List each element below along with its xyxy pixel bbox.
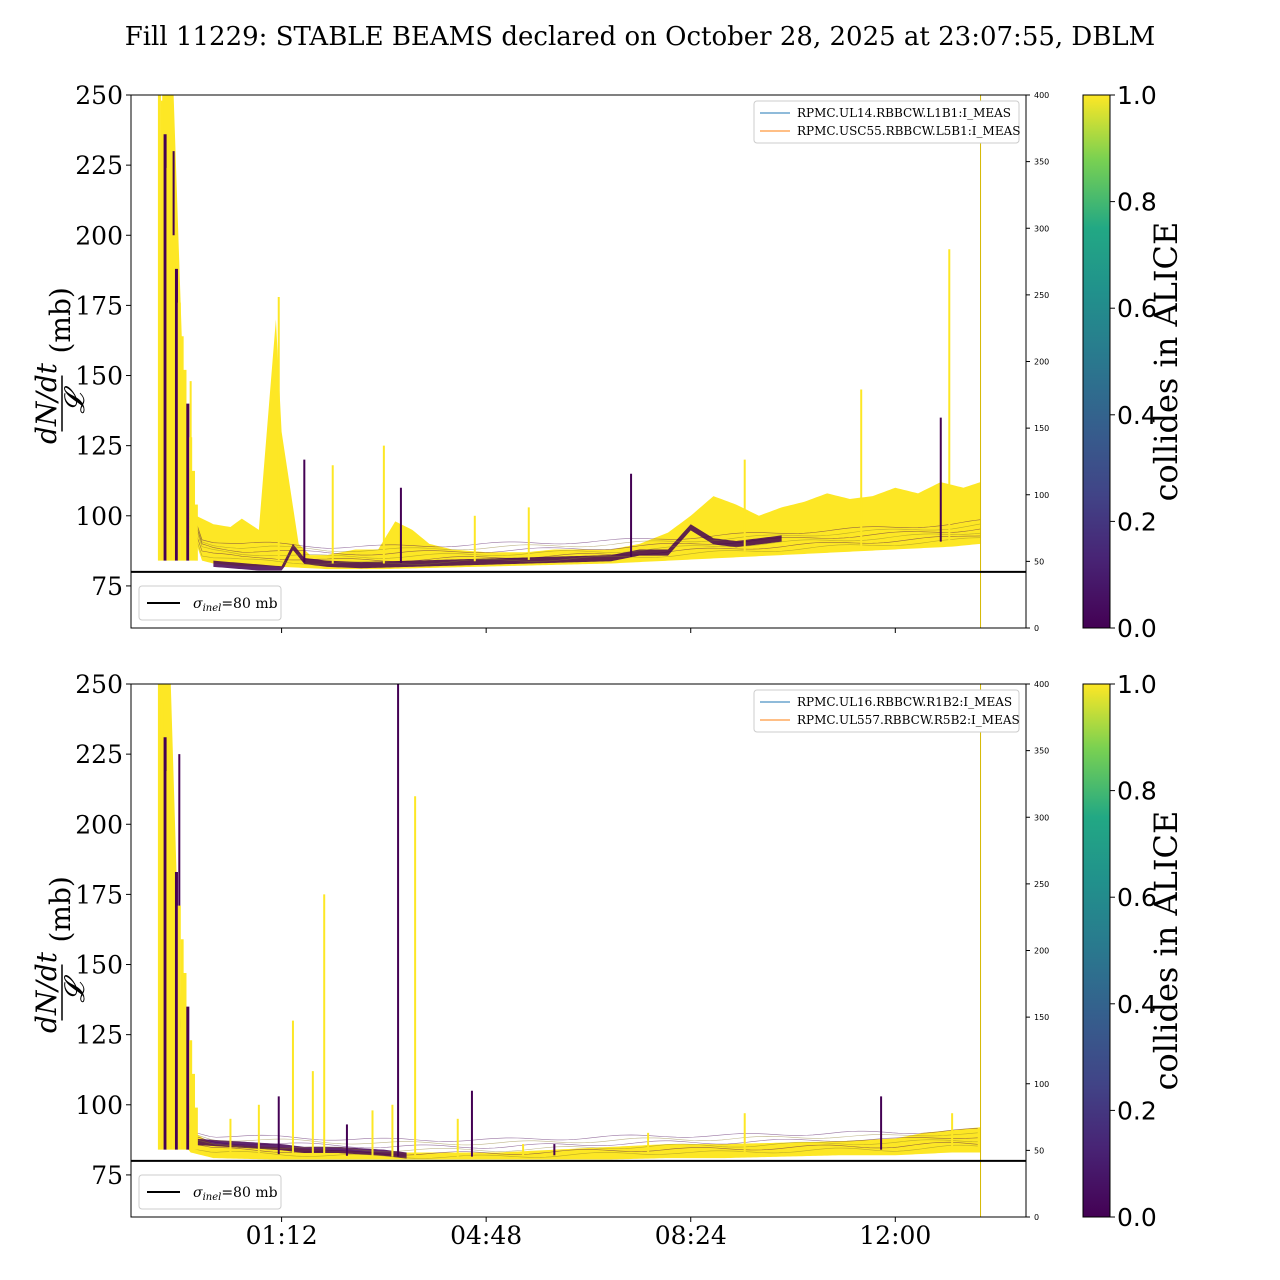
- series-trace: [184, 513, 981, 549]
- colorbar-tick-label: 0.8: [1117, 777, 1157, 806]
- legend-entry: RPMC.UL14.RBBCW.L1B1:I_MEAS: [797, 106, 1011, 120]
- y-tick-label: 75: [91, 1161, 123, 1190]
- colorbar-tick-label: 0.2: [1117, 507, 1157, 536]
- colorbar-label: collides in ALICE: [1147, 222, 1185, 502]
- series-trace: [184, 515, 981, 552]
- series-trace: [184, 526, 981, 562]
- colorbar-tick-label: 0.2: [1117, 1096, 1157, 1125]
- series-band: [162, 95, 981, 570]
- y-tick-label: 100: [75, 502, 123, 531]
- y-tick-label: 125: [75, 1021, 123, 1050]
- y-label-unit: (mb): [44, 876, 77, 942]
- y-tick-label: 75: [91, 572, 123, 601]
- series-trace: [181, 1128, 978, 1152]
- legend-sigma-box: [138, 585, 282, 621]
- series-trace: [181, 1133, 978, 1156]
- y2-tick-label: 0: [1034, 624, 1039, 633]
- x-tick-label: 08:24: [655, 1221, 727, 1250]
- y2-tick-label: 250: [1034, 291, 1049, 300]
- y2-tick-label: 300: [1034, 224, 1049, 233]
- y2-tick-label: 300: [1034, 813, 1049, 822]
- y2-tick-label: 200: [1034, 947, 1049, 956]
- y2-tick-label: 400: [1034, 91, 1049, 100]
- y-tick-label: 175: [75, 880, 123, 909]
- y2-tick-label: 350: [1034, 158, 1049, 167]
- y-tick-label: 100: [75, 1091, 123, 1120]
- series-trace: [184, 517, 981, 556]
- series-trace: [184, 531, 981, 565]
- chart-panel-2: 75 100 125 150 175 200 225 250 0 50 100 150 200 250 30…: [30, 670, 1185, 1250]
- y2-tick-label: 350: [1034, 747, 1049, 756]
- x-tick-label: 01:12: [246, 1221, 318, 1250]
- colorbar-tick-label: 0.6: [1117, 883, 1157, 912]
- legend-box: [753, 100, 1020, 144]
- y-tick-label: 200: [75, 810, 123, 839]
- series-trace: [181, 1119, 978, 1142]
- legend-sigma: σinel=80 mb: [138, 585, 282, 621]
- colorbar-tick-label: 0.0: [1117, 614, 1157, 643]
- legend-entry: RPMC.UL16.RBBCW.R1B2:I_MEAS: [797, 695, 1012, 709]
- legend-sigma-label: σinel=80 mb: [193, 596, 278, 614]
- y2-tick-label: 50: [1034, 557, 1044, 566]
- y2-tick-label: 250: [1034, 880, 1049, 889]
- series-low-band: [213, 524, 782, 571]
- y-tick-label: 225: [75, 151, 123, 180]
- colorbar-tick-label: 1.0: [1117, 670, 1157, 699]
- legend-entry: RPMC.USC55.RBBCW.L5B1:I_MEAS: [797, 124, 1020, 138]
- y-tick-label: 150: [75, 362, 123, 391]
- y-tick-label: 250: [75, 670, 123, 699]
- legend-top: RPMC.UL14.RBBCW.L1B1:I_MEAS RPMC.USC55.RB…: [753, 100, 1020, 144]
- series-trace: [181, 1121, 978, 1146]
- y2-tick-label: 150: [1034, 1013, 1049, 1022]
- y-tick-label: 250: [75, 81, 123, 110]
- legend-box: [753, 689, 1020, 733]
- y-tick-label: 125: [75, 432, 123, 461]
- x-tick-label: 12:00: [859, 1221, 931, 1250]
- y2-tick-label: 400: [1034, 680, 1049, 689]
- series-trace: [184, 521, 981, 559]
- y-tick-label: 200: [75, 221, 123, 250]
- series-trace: [181, 1137, 978, 1159]
- legend-sigma-box: [138, 1174, 282, 1210]
- y-axis-label: dN/dt𝓛(mb): [30, 287, 91, 444]
- y2-tick-label: 100: [1034, 491, 1049, 500]
- y-label-numerator: dN/dt: [30, 951, 63, 1033]
- legend-entry: RPMC.UL557.RBBCW.R5B2:I_MEAS: [797, 713, 1020, 727]
- colorbar-tick-label: 0.8: [1117, 188, 1157, 217]
- chart-title: Fill 11229: STABLE BEAMS declared on Oct…: [125, 22, 1156, 52]
- colorbar-tick-label: 0.6: [1117, 294, 1157, 323]
- plot-area: [131, 684, 1026, 1217]
- y2-tick-label: 200: [1034, 358, 1049, 367]
- colorbar-gradient: [1082, 683, 1111, 1218]
- y2-tick-label: 0: [1034, 1213, 1039, 1222]
- colorbar-tick-label: 0.0: [1117, 1203, 1157, 1232]
- colorbar-tick-label: 1.0: [1117, 81, 1157, 110]
- y-tick-label: 225: [75, 740, 123, 769]
- colorbar: 0.0 0.2 0.4 0.6 0.8 1.0 collides in ALICE: [1082, 670, 1185, 1232]
- y2-tick-label: 50: [1034, 1146, 1044, 1155]
- colorbar-gradient: [1082, 94, 1111, 629]
- series-trace: [181, 1124, 978, 1149]
- y-tick-label: 150: [75, 951, 123, 980]
- data-layer: [157, 684, 982, 1217]
- colorbar-tick-label: 0.4: [1117, 990, 1157, 1019]
- colorbar: 0.0 0.2 0.4 0.6 0.8 1.0 collides in ALICE: [1082, 81, 1185, 643]
- y-tick-label: 175: [75, 291, 123, 320]
- data-layer: [157, 95, 982, 628]
- y2-tick-label: 150: [1034, 424, 1049, 433]
- colorbar-label: collides in ALICE: [1147, 811, 1185, 1091]
- x-tick-label: 04:48: [450, 1221, 522, 1250]
- legend-sigma-label: σinel=80 mb: [193, 1185, 278, 1203]
- legend-top: RPMC.UL16.RBBCW.R1B2:I_MEAS RPMC.UL557.RB…: [753, 689, 1020, 733]
- colorbar-tick-label: 0.4: [1117, 401, 1157, 430]
- y-label-unit: (mb): [44, 287, 77, 353]
- y-label-numerator: dN/dt: [30, 362, 63, 444]
- chart-panel-1: 75 100 125 150 175 200 225 250 0 50 100 150 200 250 30…: [30, 81, 1185, 643]
- legend-sigma: σinel=80 mb: [138, 1174, 282, 1210]
- y2-tick-label: 100: [1034, 1080, 1049, 1089]
